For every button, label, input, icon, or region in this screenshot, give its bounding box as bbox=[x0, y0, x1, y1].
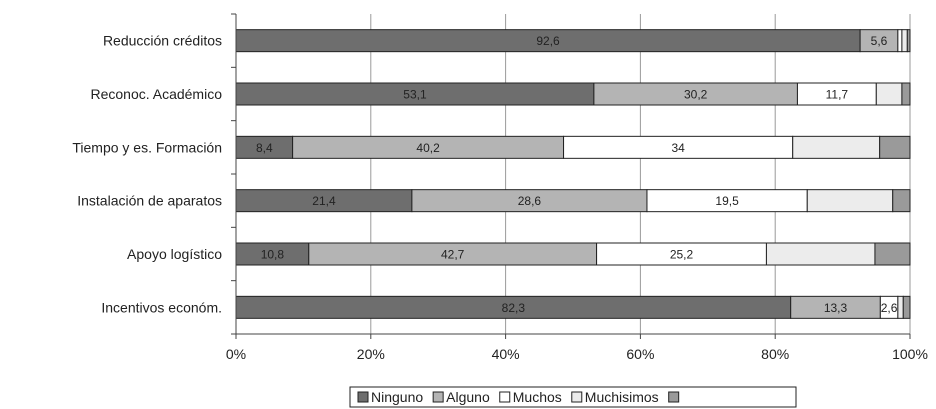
bar-segment bbox=[792, 135, 881, 159]
x-tick-label: 100% bbox=[892, 346, 928, 362]
data-label: 11,7 bbox=[826, 88, 849, 102]
x-tick-label: 80% bbox=[761, 346, 789, 362]
x-tick-label: 20% bbox=[357, 346, 385, 362]
gridlines bbox=[235, 14, 911, 334]
bar-segment bbox=[875, 82, 903, 106]
category-label: Instalación de aparatos bbox=[77, 193, 222, 209]
data-label: 42,7 bbox=[441, 248, 465, 262]
legend-label: Alguno bbox=[446, 389, 490, 405]
category-labels: Reducción créditos Reconoc. Académico Tiem… bbox=[72, 33, 222, 316]
bar-segment bbox=[806, 189, 894, 213]
bar-segment bbox=[901, 82, 911, 106]
legend-swatch bbox=[571, 391, 583, 403]
x-tick-labels: 0% 20% 40% 60% 80% 100% bbox=[226, 346, 928, 362]
data-label: 21,4 bbox=[312, 194, 336, 208]
bar-segment bbox=[897, 29, 903, 53]
data-label: 5,6 bbox=[871, 34, 888, 48]
bar-segment bbox=[879, 135, 911, 159]
axes bbox=[231, 13, 911, 339]
x-tick-label: 40% bbox=[492, 346, 520, 362]
bars: 92,6 5,6 53,1 30,2 11,7 8,4 40,2 34 21,4 28,6 19,5… bbox=[235, 29, 911, 319]
legend-swatch bbox=[668, 391, 680, 403]
category-label: Reducción créditos bbox=[103, 33, 222, 49]
category-label: Tiempo y es. Formación bbox=[72, 139, 222, 155]
legend-swatch bbox=[499, 391, 511, 403]
bar-segment bbox=[874, 242, 911, 266]
data-label: 28,6 bbox=[518, 194, 542, 208]
data-label: 30,2 bbox=[684, 88, 708, 102]
category-label: Incentivos económ. bbox=[101, 299, 222, 315]
data-label: 34 bbox=[671, 141, 685, 155]
category-label: Apoyo logístico bbox=[127, 246, 222, 262]
data-label: 25,2 bbox=[670, 248, 694, 262]
bar-segment bbox=[906, 29, 911, 53]
category-label: Reconoc. Académico bbox=[90, 86, 222, 102]
bar-segment bbox=[901, 29, 908, 53]
data-label: 82,3 bbox=[502, 301, 526, 315]
legend-label: Ninguno bbox=[371, 389, 423, 405]
data-label: 40,2 bbox=[416, 141, 440, 155]
legend-label: Muchisimos bbox=[585, 389, 659, 405]
data-label: 8,4 bbox=[256, 141, 273, 155]
bar-segment bbox=[765, 242, 876, 266]
legend-swatch bbox=[357, 391, 369, 403]
legend-label: Muchos bbox=[513, 389, 562, 405]
legend: Ninguno Alguno Muchos Muchisimos bbox=[349, 386, 797, 408]
legend-swatch bbox=[432, 391, 444, 403]
data-label: 92,6 bbox=[536, 34, 560, 48]
data-label: 19,5 bbox=[715, 194, 739, 208]
x-tick-label: 60% bbox=[626, 346, 654, 362]
bar-segment bbox=[892, 189, 911, 213]
bar-segment bbox=[897, 295, 904, 319]
data-label: 53,1 bbox=[403, 88, 427, 102]
x-tick-label: 0% bbox=[226, 346, 246, 362]
bar-segment bbox=[902, 295, 911, 319]
data-label: 10,8 bbox=[261, 248, 285, 262]
data-label: 13,3 bbox=[824, 301, 848, 315]
data-label: 2,6 bbox=[881, 301, 898, 315]
